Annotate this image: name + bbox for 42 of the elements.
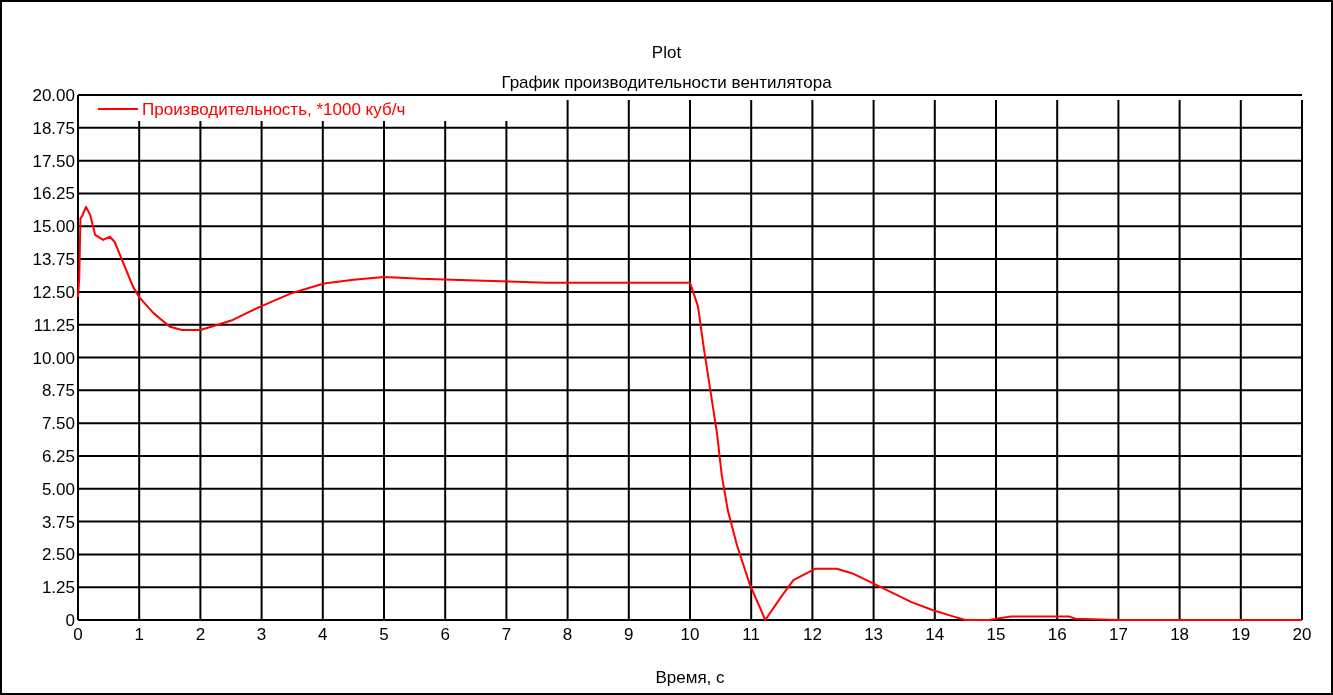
x-tick-label: 14 xyxy=(925,625,945,644)
x-tick-label: 10 xyxy=(680,625,700,644)
x-tick-label: 7 xyxy=(501,625,512,644)
y-tick-label: 1.25 xyxy=(41,578,75,598)
chart-title: Plot xyxy=(651,43,682,62)
x-tick-label: 13 xyxy=(864,625,884,644)
y-tick-label: 2.50 xyxy=(41,545,75,565)
y-tick-label: 10.00 xyxy=(32,348,75,368)
x-tick-label: 9 xyxy=(624,625,634,644)
y-tick-label: 15.00 xyxy=(32,217,75,237)
y-tick-label: 20.00 xyxy=(32,86,75,105)
x-tick-label: 11 xyxy=(742,625,761,644)
y-tick-label: 8.75 xyxy=(41,381,75,401)
y-tick-label: 11.25 xyxy=(33,315,75,335)
x-axis-title: Время, с xyxy=(655,668,726,687)
x-tick-label: 17 xyxy=(1108,625,1128,644)
x-tick-label: 5 xyxy=(379,625,389,644)
y-tick-label: 16.25 xyxy=(32,184,75,204)
x-tick-label: 6 xyxy=(440,625,450,644)
x-tick-label: 16 xyxy=(1047,625,1067,644)
y-tick-label: 0 xyxy=(65,611,75,630)
x-tick-label: 12 xyxy=(802,625,822,644)
x-tick-label: 15 xyxy=(986,625,1006,644)
y-tick-label: 13.75 xyxy=(32,250,75,270)
x-tick-label: 8 xyxy=(562,625,573,644)
y-tick-label: 7.50 xyxy=(41,414,75,434)
x-tick-label: 3 xyxy=(256,625,267,644)
legend-label: Производительность, *1000 куб/ч xyxy=(142,100,406,119)
y-tick-label: 17.50 xyxy=(32,151,75,171)
x-tick-label: 18 xyxy=(1170,625,1190,644)
x-tick-label: 4 xyxy=(318,625,328,644)
y-tick-label: 6.25 xyxy=(41,446,75,466)
x-tick-label: 2 xyxy=(195,625,206,644)
y-tick-label: 5.00 xyxy=(41,479,75,499)
x-tick-label: 19 xyxy=(1231,625,1251,644)
chart-subtitle: График производительности вентилятора xyxy=(501,73,833,92)
line-series xyxy=(77,205,1303,621)
y-tick-label: 3.75 xyxy=(41,512,75,532)
y-tick-label: 12.50 xyxy=(32,282,75,302)
y-tick-label: 18.75 xyxy=(32,118,75,138)
x-tick-label: 1 xyxy=(134,625,144,644)
x-tick-label: 20 xyxy=(1292,625,1312,644)
